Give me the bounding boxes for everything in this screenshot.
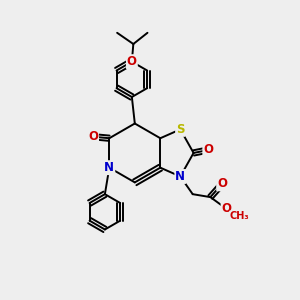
Text: O: O: [127, 55, 137, 68]
Text: O: O: [203, 143, 213, 157]
Text: CH₃: CH₃: [230, 211, 250, 221]
Text: N: N: [104, 161, 114, 174]
Text: O: O: [88, 130, 98, 143]
Text: O: O: [217, 177, 227, 190]
Text: O: O: [222, 202, 232, 215]
Text: N: N: [175, 170, 185, 183]
Text: S: S: [176, 123, 184, 136]
